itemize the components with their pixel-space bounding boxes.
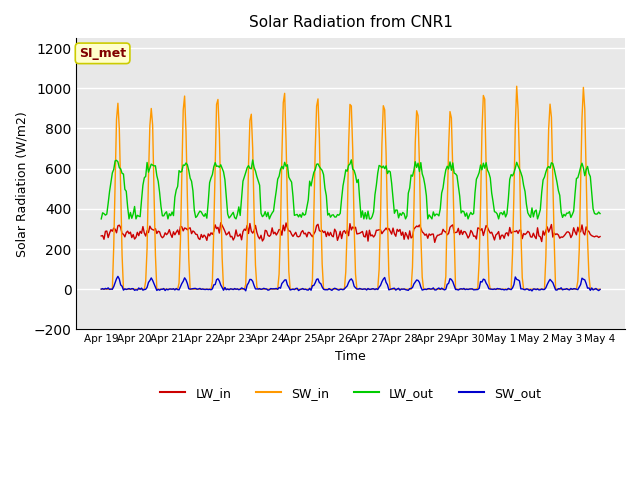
- SW_out: [114, 274, 122, 279]
- LW_out: [348, 157, 355, 163]
- LW_in: [273, 232, 280, 238]
- Legend: LW_in, SW_in, LW_out, SW_out: LW_in, SW_in, LW_out, SW_out: [156, 382, 546, 405]
- SW_out: [248, 276, 255, 282]
- Line: SW_out: SW_out: [101, 276, 600, 291]
- SW_in: [271, 286, 279, 292]
- LW_out: [263, 214, 271, 219]
- SW_out: [264, 288, 272, 293]
- LW_in: [431, 240, 438, 245]
- LW_in: [159, 235, 166, 240]
- LW_in: [572, 229, 579, 235]
- LW_out: [97, 216, 105, 222]
- SW_in: [97, 286, 105, 292]
- LW_out: [271, 197, 279, 203]
- SW_in: [159, 286, 166, 292]
- SW_out: [317, 281, 324, 287]
- LW_in: [217, 220, 225, 226]
- SW_in: [263, 286, 271, 292]
- LW_out: [570, 208, 577, 214]
- SW_out: [273, 286, 280, 291]
- SW_in: [246, 118, 253, 123]
- SW_out: [528, 288, 536, 294]
- Line: SW_in: SW_in: [101, 86, 600, 289]
- Y-axis label: Solar Radiation (W/m2): Solar Radiation (W/m2): [15, 111, 28, 257]
- Line: LW_out: LW_out: [101, 160, 600, 219]
- Text: SI_met: SI_met: [79, 47, 126, 60]
- SW_in: [596, 286, 604, 292]
- LW_out: [316, 164, 323, 169]
- LW_in: [248, 228, 255, 234]
- LW_in: [264, 232, 272, 238]
- LW_out: [596, 211, 604, 216]
- SW_in: [316, 136, 323, 142]
- SW_out: [572, 286, 579, 292]
- Line: LW_in: LW_in: [101, 223, 600, 242]
- SW_out: [596, 287, 604, 292]
- Title: Solar Radiation from CNR1: Solar Radiation from CNR1: [249, 15, 452, 30]
- SW_out: [97, 286, 105, 292]
- SW_out: [160, 286, 168, 291]
- LW_out: [246, 166, 253, 171]
- SW_in: [570, 286, 577, 292]
- LW_in: [97, 233, 105, 239]
- LW_in: [317, 228, 324, 234]
- LW_out: [159, 213, 166, 219]
- X-axis label: Time: Time: [335, 350, 366, 363]
- SW_in: [513, 84, 520, 89]
- LW_in: [596, 234, 604, 240]
